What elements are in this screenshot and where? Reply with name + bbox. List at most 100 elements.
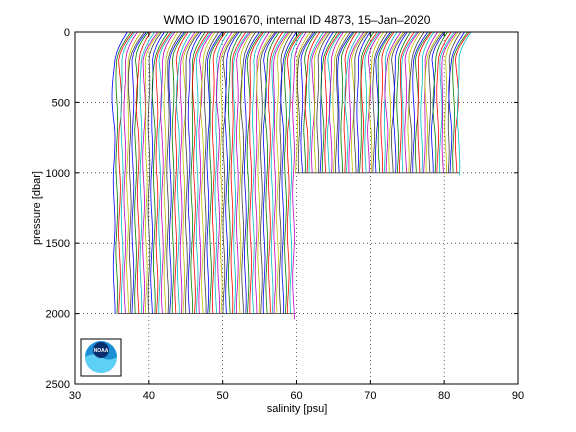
salinity-profile-line: [316, 31, 331, 173]
salinity-profile-line: [262, 31, 278, 314]
salinity-profile-line: [456, 31, 472, 176]
salinity-profile-line: [391, 31, 406, 173]
salinity-profile-line: [144, 31, 161, 314]
salinity-profile-line: [208, 31, 225, 314]
salinity-profile-line: [211, 31, 227, 314]
salinity-profile-line: [284, 31, 301, 314]
salinity-profile-line: [319, 31, 334, 173]
x-tick-label: 90: [512, 390, 524, 402]
grid: [75, 32, 518, 384]
salinity-profile-line: [412, 31, 429, 173]
salinity-profile-line: [224, 31, 240, 314]
salinity-profile-line: [280, 31, 297, 314]
salinity-profile-line: [115, 31, 132, 314]
salinity-profile-line: [364, 31, 380, 173]
salinity-profile-line: [200, 31, 216, 314]
salinity-profile-line: [295, 31, 311, 173]
salinity-profile-line: [328, 31, 344, 173]
y-tick-label: 1500: [46, 238, 70, 250]
salinity-profile-line: [171, 31, 187, 314]
y-tick-label: 2500: [46, 379, 70, 391]
salinity-profile-line: [158, 31, 174, 314]
salinity-profile-line: [166, 31, 183, 314]
salinity-profile-line: [160, 31, 176, 314]
salinity-profile-line: [375, 31, 391, 173]
salinity-profile-line: [235, 31, 251, 314]
x-tick-label: 30: [69, 390, 81, 402]
salinity-profile-line: [383, 31, 398, 173]
salinity-profile-line: [372, 31, 388, 173]
salinity-profile-line: [163, 31, 179, 314]
salinity-profile-line: [380, 31, 395, 173]
salinity-profile-line: [127, 31, 145, 314]
salinity-profile-line: [444, 31, 459, 173]
salinity-profile-line: [203, 31, 220, 314]
salinity-profile-line: [367, 31, 382, 173]
salinity-profile-line: [360, 31, 378, 173]
salinity-profile-line: [222, 31, 238, 314]
salinity-profile-line: [408, 31, 425, 173]
salinity-profile-line: [348, 31, 365, 173]
salinity-profile-line: [320, 31, 338, 173]
salinity-profile-line: [424, 31, 442, 173]
salinity-profile-line: [155, 31, 172, 314]
salinity-profile-line: [337, 31, 354, 173]
salinity-profile-line: [340, 31, 355, 173]
salinity-profile-line: [353, 31, 369, 173]
salinity-profile-line: [256, 31, 274, 314]
x-tick-label: 70: [364, 390, 376, 402]
salinity-profile-line: [182, 31, 199, 314]
plot-area: [74, 31, 519, 385]
salinity-profile-line: [240, 31, 256, 314]
salinity-profile-line: [436, 31, 452, 173]
salinity-profile-line: [313, 31, 329, 173]
salinity-profile-line: [399, 31, 415, 173]
salinity-profile-line: [452, 31, 469, 173]
salinity-profile-line: [423, 31, 438, 173]
salinity-profile-line: [356, 31, 371, 173]
noaa-logo-icon: NOAA: [80, 338, 122, 377]
salinity-profile-line: [430, 31, 446, 173]
salinity-profile-line: [232, 31, 250, 314]
salinity-profile-line: [300, 31, 316, 173]
x-axis-label: salinity [psu]: [267, 403, 328, 415]
salinity-profile-line: [206, 31, 223, 314]
salinity-profile-line: [151, 31, 169, 314]
noaa-logo-text: NOAA: [94, 348, 109, 354]
salinity-profile-line: [142, 31, 159, 314]
salinity-profile-line: [432, 31, 448, 173]
y-axis-label: pressure [dbar]: [31, 171, 43, 245]
salinity-profile-line: [428, 31, 444, 173]
salinity-profile-line: [438, 31, 455, 173]
salinity-profile-line: [417, 31, 433, 173]
salinity-profile-line: [359, 31, 375, 173]
y-tick-label: 0: [64, 27, 70, 39]
y-tick-label: 2000: [46, 309, 70, 321]
salinity-profile-line: [454, 31, 471, 173]
salinity-profile-line: [139, 31, 155, 314]
salinity-profile-line: [219, 31, 236, 314]
profile-lines: [111, 31, 472, 320]
salinity-profile-line: [308, 31, 324, 173]
salinity-profile-line: [292, 31, 307, 320]
salinity-profile-line: [441, 31, 457, 173]
salinity-profile-line: [120, 31, 136, 314]
x-tick-label: 50: [217, 390, 229, 402]
salinity-profile-line: [377, 31, 393, 173]
x-tick-label: 80: [438, 390, 450, 402]
salinity-profile-line: [388, 31, 405, 173]
salinity-profile-line: [198, 31, 213, 314]
salinity-profile-line: [249, 31, 265, 314]
salinity-profile-line: [368, 31, 385, 173]
salinity-profile-line: [448, 31, 465, 173]
salinity-profile-line: [276, 31, 291, 314]
salinity-profile-line: [195, 31, 212, 314]
salinity-profile-line: [187, 31, 202, 314]
salinity-profile-line: [296, 31, 314, 173]
salinity-profile-line: [404, 31, 420, 173]
salinity-profile-line: [123, 31, 138, 314]
salinity-profile-line: [270, 31, 287, 314]
salinity-profile-line: [288, 31, 304, 314]
salinity-profile-line: [401, 31, 418, 173]
